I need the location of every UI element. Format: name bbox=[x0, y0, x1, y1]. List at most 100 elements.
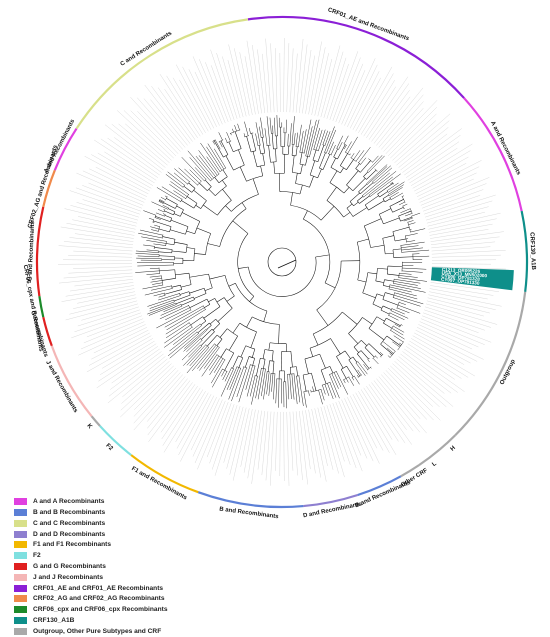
leaf-label bbox=[109, 354, 164, 396]
leaf-label bbox=[401, 134, 448, 170]
clade-arcs bbox=[37, 17, 527, 507]
leaf-label bbox=[66, 301, 137, 320]
leaf-label bbox=[164, 389, 203, 452]
leaf-label bbox=[147, 377, 185, 422]
legend-swatch bbox=[14, 552, 27, 559]
leaf-label bbox=[71, 313, 141, 338]
leaf-label bbox=[257, 49, 264, 113]
leaf-label bbox=[150, 100, 187, 146]
clade-arc bbox=[464, 98, 522, 211]
leaf-label bbox=[179, 394, 212, 455]
clade-arc bbox=[39, 296, 43, 317]
leaf-label bbox=[74, 310, 139, 332]
leaf-label bbox=[74, 279, 133, 286]
leaf-label bbox=[321, 46, 340, 117]
legend-label: CRF06_cpx and CRF06_cpx Recombinants bbox=[33, 606, 167, 613]
leaf-label bbox=[395, 361, 447, 407]
leaf-label bbox=[83, 200, 139, 218]
leaf-label bbox=[290, 48, 293, 112]
clade-arc-label: F2 bbox=[104, 443, 114, 453]
leaf-label bbox=[215, 405, 237, 476]
leaf-label bbox=[421, 177, 490, 205]
leaf-label bbox=[429, 292, 502, 307]
leaf-label bbox=[64, 209, 136, 227]
legend-item: CRF02_AG and CRF02_AG Recombinants bbox=[14, 594, 214, 604]
leaf-label bbox=[69, 237, 133, 244]
leaf-label bbox=[327, 58, 346, 119]
clade-arc bbox=[100, 426, 131, 455]
leaf-label bbox=[353, 78, 381, 130]
leaf-label bbox=[165, 89, 198, 138]
leaf-label bbox=[399, 356, 445, 393]
leaf-label bbox=[110, 351, 161, 389]
legend-item: B and B Recombinants bbox=[14, 508, 214, 518]
leaf-label bbox=[333, 51, 358, 121]
leaf-label bbox=[78, 324, 145, 355]
legend-label: G and G Recombinants bbox=[33, 563, 106, 570]
leaf-label bbox=[211, 65, 231, 121]
leaf-label bbox=[173, 78, 206, 133]
leaf-label bbox=[290, 412, 293, 471]
legend-swatch bbox=[14, 585, 27, 592]
leaf-label bbox=[402, 351, 457, 392]
leaf-label bbox=[210, 403, 232, 463]
leaf-label bbox=[262, 54, 268, 113]
legend-swatch bbox=[14, 531, 27, 538]
leaf-label bbox=[134, 372, 181, 423]
leaf-label bbox=[371, 90, 409, 141]
leaf-label bbox=[137, 111, 178, 154]
leaf-label bbox=[258, 411, 265, 470]
leaf-label bbox=[390, 114, 436, 158]
leaf-label bbox=[428, 298, 490, 313]
leaf-label bbox=[266, 39, 271, 113]
leaf-label bbox=[386, 370, 434, 420]
leaf-label bbox=[69, 298, 136, 314]
leaf-label bbox=[413, 157, 469, 188]
leaf-label bbox=[160, 74, 200, 136]
leaf-label bbox=[78, 307, 139, 326]
legend-swatch bbox=[14, 509, 27, 516]
leaf-label bbox=[284, 412, 285, 481]
legend-swatch bbox=[14, 520, 27, 527]
leaf-label bbox=[347, 397, 379, 464]
legend-swatch bbox=[14, 595, 27, 602]
leaf-label bbox=[409, 341, 468, 377]
leaf-label bbox=[144, 99, 185, 148]
leaf-label bbox=[81, 304, 138, 320]
leaf-label bbox=[364, 87, 396, 136]
leaf-label bbox=[429, 219, 497, 233]
legend-label: CRF02_AG and CRF02_AG Recombinants bbox=[33, 595, 165, 602]
leaf-label bbox=[431, 237, 500, 245]
leaf-label bbox=[233, 408, 249, 480]
leaf-label bbox=[83, 171, 146, 200]
legend-swatch bbox=[14, 617, 27, 624]
leaf-label bbox=[432, 260, 496, 261]
leaf-label bbox=[183, 67, 214, 128]
leaf-label bbox=[369, 83, 409, 139]
leaf-label bbox=[384, 372, 427, 419]
clade-arc bbox=[92, 416, 100, 426]
leaf-label bbox=[318, 408, 333, 470]
leaf-label bbox=[148, 381, 190, 436]
legend-item: A and A Recombinants bbox=[14, 497, 214, 507]
clade-arc-label: C and Recombinants bbox=[120, 30, 174, 67]
leaf-label bbox=[120, 366, 173, 417]
leaf-label bbox=[70, 205, 137, 223]
leaf-label bbox=[131, 111, 176, 156]
leaf-label bbox=[344, 398, 373, 461]
legend-swatch bbox=[14, 574, 27, 581]
legend-item: CRF130_A1B bbox=[14, 616, 214, 626]
leaf-label bbox=[134, 368, 176, 410]
leaf-label bbox=[287, 43, 289, 112]
leaf-label bbox=[88, 183, 143, 205]
legend-swatch bbox=[14, 628, 27, 635]
leaf-label bbox=[63, 260, 132, 261]
leaf-label bbox=[302, 411, 310, 469]
leaf-label bbox=[124, 110, 174, 158]
leaf-label bbox=[423, 190, 483, 212]
leaf-label bbox=[339, 401, 361, 456]
leaf-label bbox=[417, 327, 484, 359]
leaf-label bbox=[59, 276, 133, 283]
leaf-label bbox=[386, 100, 437, 153]
legend-label: F1 and F1 Recombinants bbox=[33, 541, 111, 548]
